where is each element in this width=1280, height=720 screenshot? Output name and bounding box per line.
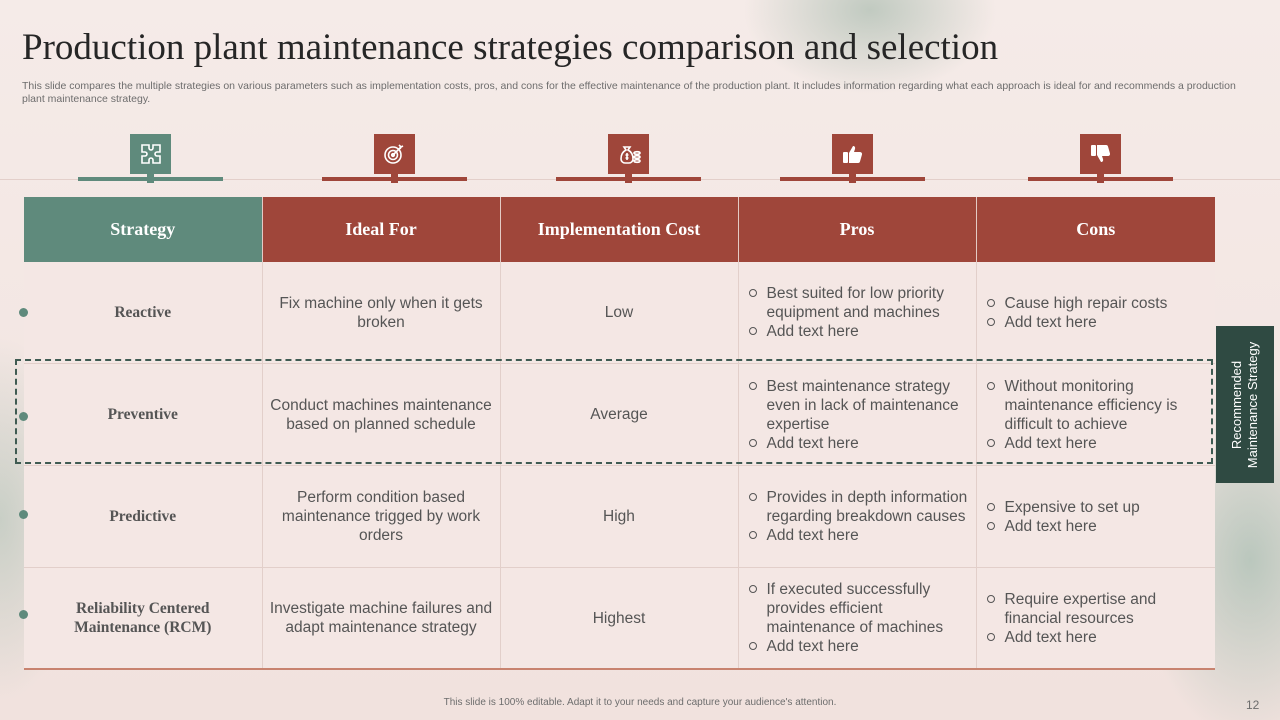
icon-bar — [780, 177, 925, 181]
icon-group-pros — [780, 134, 925, 184]
pros-cell: If executed successfully provides effici… — [738, 567, 977, 670]
table-row: Preventive Conduct machines maintenance … — [24, 363, 1215, 466]
pros-item: Best suited for low priority equipment a… — [748, 284, 970, 322]
page-number: 12 — [1246, 698, 1260, 712]
thumbs-up-icon — [832, 134, 873, 174]
ideal-for-cell: Perform condition based maintenance trig… — [262, 465, 501, 568]
thumbs-down-icon — [1080, 134, 1121, 174]
pros-item: Provides in depth information regarding … — [748, 488, 970, 526]
cons-item: Add text here — [986, 434, 1210, 453]
slide-title: Production plant maintenance strategies … — [22, 27, 999, 68]
recommended-strategy-tab: Recommended Maintenance Strategy — [1216, 326, 1274, 483]
pros-cell: Best suited for low priority equipment a… — [738, 262, 977, 364]
pros-cell: Provides in depth information regarding … — [738, 465, 977, 568]
icon-group-cons — [1028, 134, 1173, 184]
strategy-puzzle-icon — [130, 134, 171, 174]
cons-item: Cause high repair costs — [986, 294, 1210, 313]
cons-cell: Expensive to set up Add text here — [976, 465, 1215, 568]
cons-cell: Without monitoring maintenance efficienc… — [976, 363, 1215, 466]
recommended-highlight-frame — [15, 359, 1213, 464]
cons-item: Add text here — [986, 517, 1210, 536]
ideal-for-cell: Fix machine only when it gets broken — [262, 262, 501, 364]
row-marker-dot — [19, 610, 28, 619]
slide-subtitle: This slide compares the multiple strateg… — [22, 80, 1236, 105]
table-row: Reactive Fix machine only when it gets b… — [24, 262, 1215, 364]
row-marker-dot — [19, 510, 28, 519]
pros-item: Add text here — [748, 526, 970, 545]
cons-item: Expensive to set up — [986, 498, 1210, 517]
table-row: Reliability Centered Maintenance (RCM) I… — [24, 567, 1215, 670]
cost-cell: Low — [500, 262, 739, 364]
header-strategy: Strategy — [24, 197, 263, 262]
cons-cell: Cause high repair costs Add text here — [976, 262, 1215, 364]
cost-cell: Average — [500, 363, 739, 466]
table-header-row: Strategy Ideal For Implementation Cost P… — [24, 197, 1215, 262]
pros-item: Add text here — [748, 434, 970, 453]
recommended-label: Recommended Maintenance Strategy — [1229, 341, 1261, 467]
row-marker-dot — [19, 412, 28, 421]
cons-cell: Require expertise and financial resource… — [976, 567, 1215, 670]
strategy-cell: Reliability Centered Maintenance (RCM) — [24, 567, 263, 670]
icon-group-cost — [556, 134, 701, 184]
target-gear-icon — [374, 134, 415, 174]
header-ideal-for: Ideal For — [262, 197, 501, 262]
strategy-line: Reliability Centered — [75, 600, 210, 617]
header-implementation-cost: Implementation Cost — [500, 197, 739, 262]
ideal-for-cell: Investigate machine failures and adapt m… — [262, 567, 501, 670]
cost-cell: High — [500, 465, 739, 568]
icon-bar — [556, 177, 701, 181]
pros-item: If executed successfully provides effici… — [748, 580, 970, 637]
ideal-for-cell: Conduct machines maintenance based on pl… — [262, 363, 501, 466]
header-cons: Cons — [976, 197, 1215, 262]
pros-item: Best maintenance strategy even in lack o… — [748, 377, 970, 434]
pros-item: Add text here — [748, 322, 970, 341]
cons-item: Without monitoring maintenance efficienc… — [986, 377, 1210, 434]
row-marker-dot — [19, 308, 28, 317]
strategy-cell: Preventive — [24, 363, 263, 466]
icon-group-strategy — [78, 134, 223, 184]
cons-item: Add text here — [986, 313, 1210, 332]
comparison-table: Strategy Ideal For Implementation Cost P… — [24, 197, 1215, 670]
table-row: Predictive Perform condition based maint… — [24, 465, 1215, 568]
pros-item: Add text here — [748, 637, 970, 656]
money-bag-coins-icon — [608, 134, 649, 174]
icon-bar — [78, 177, 223, 181]
header-pros: Pros — [738, 197, 977, 262]
strategy-line: Maintenance (RCM) — [74, 619, 212, 636]
recommended-label-line1: Recommended — [1229, 360, 1244, 449]
icon-bar — [1028, 177, 1173, 181]
strategy-cell: Predictive — [24, 465, 263, 568]
cost-cell: Highest — [500, 567, 739, 670]
icon-bar — [322, 177, 467, 181]
slide-footer: This slide is 100% editable. Adapt it to… — [443, 697, 837, 708]
pros-cell: Best maintenance strategy even in lack o… — [738, 363, 977, 466]
recommended-label-line2: Maintenance Strategy — [1245, 341, 1260, 468]
strategy-cell: Reactive — [24, 262, 263, 364]
cons-item: Add text here — [986, 628, 1210, 647]
cons-item: Require expertise and financial resource… — [986, 590, 1210, 628]
icon-group-ideal-for — [322, 134, 467, 184]
